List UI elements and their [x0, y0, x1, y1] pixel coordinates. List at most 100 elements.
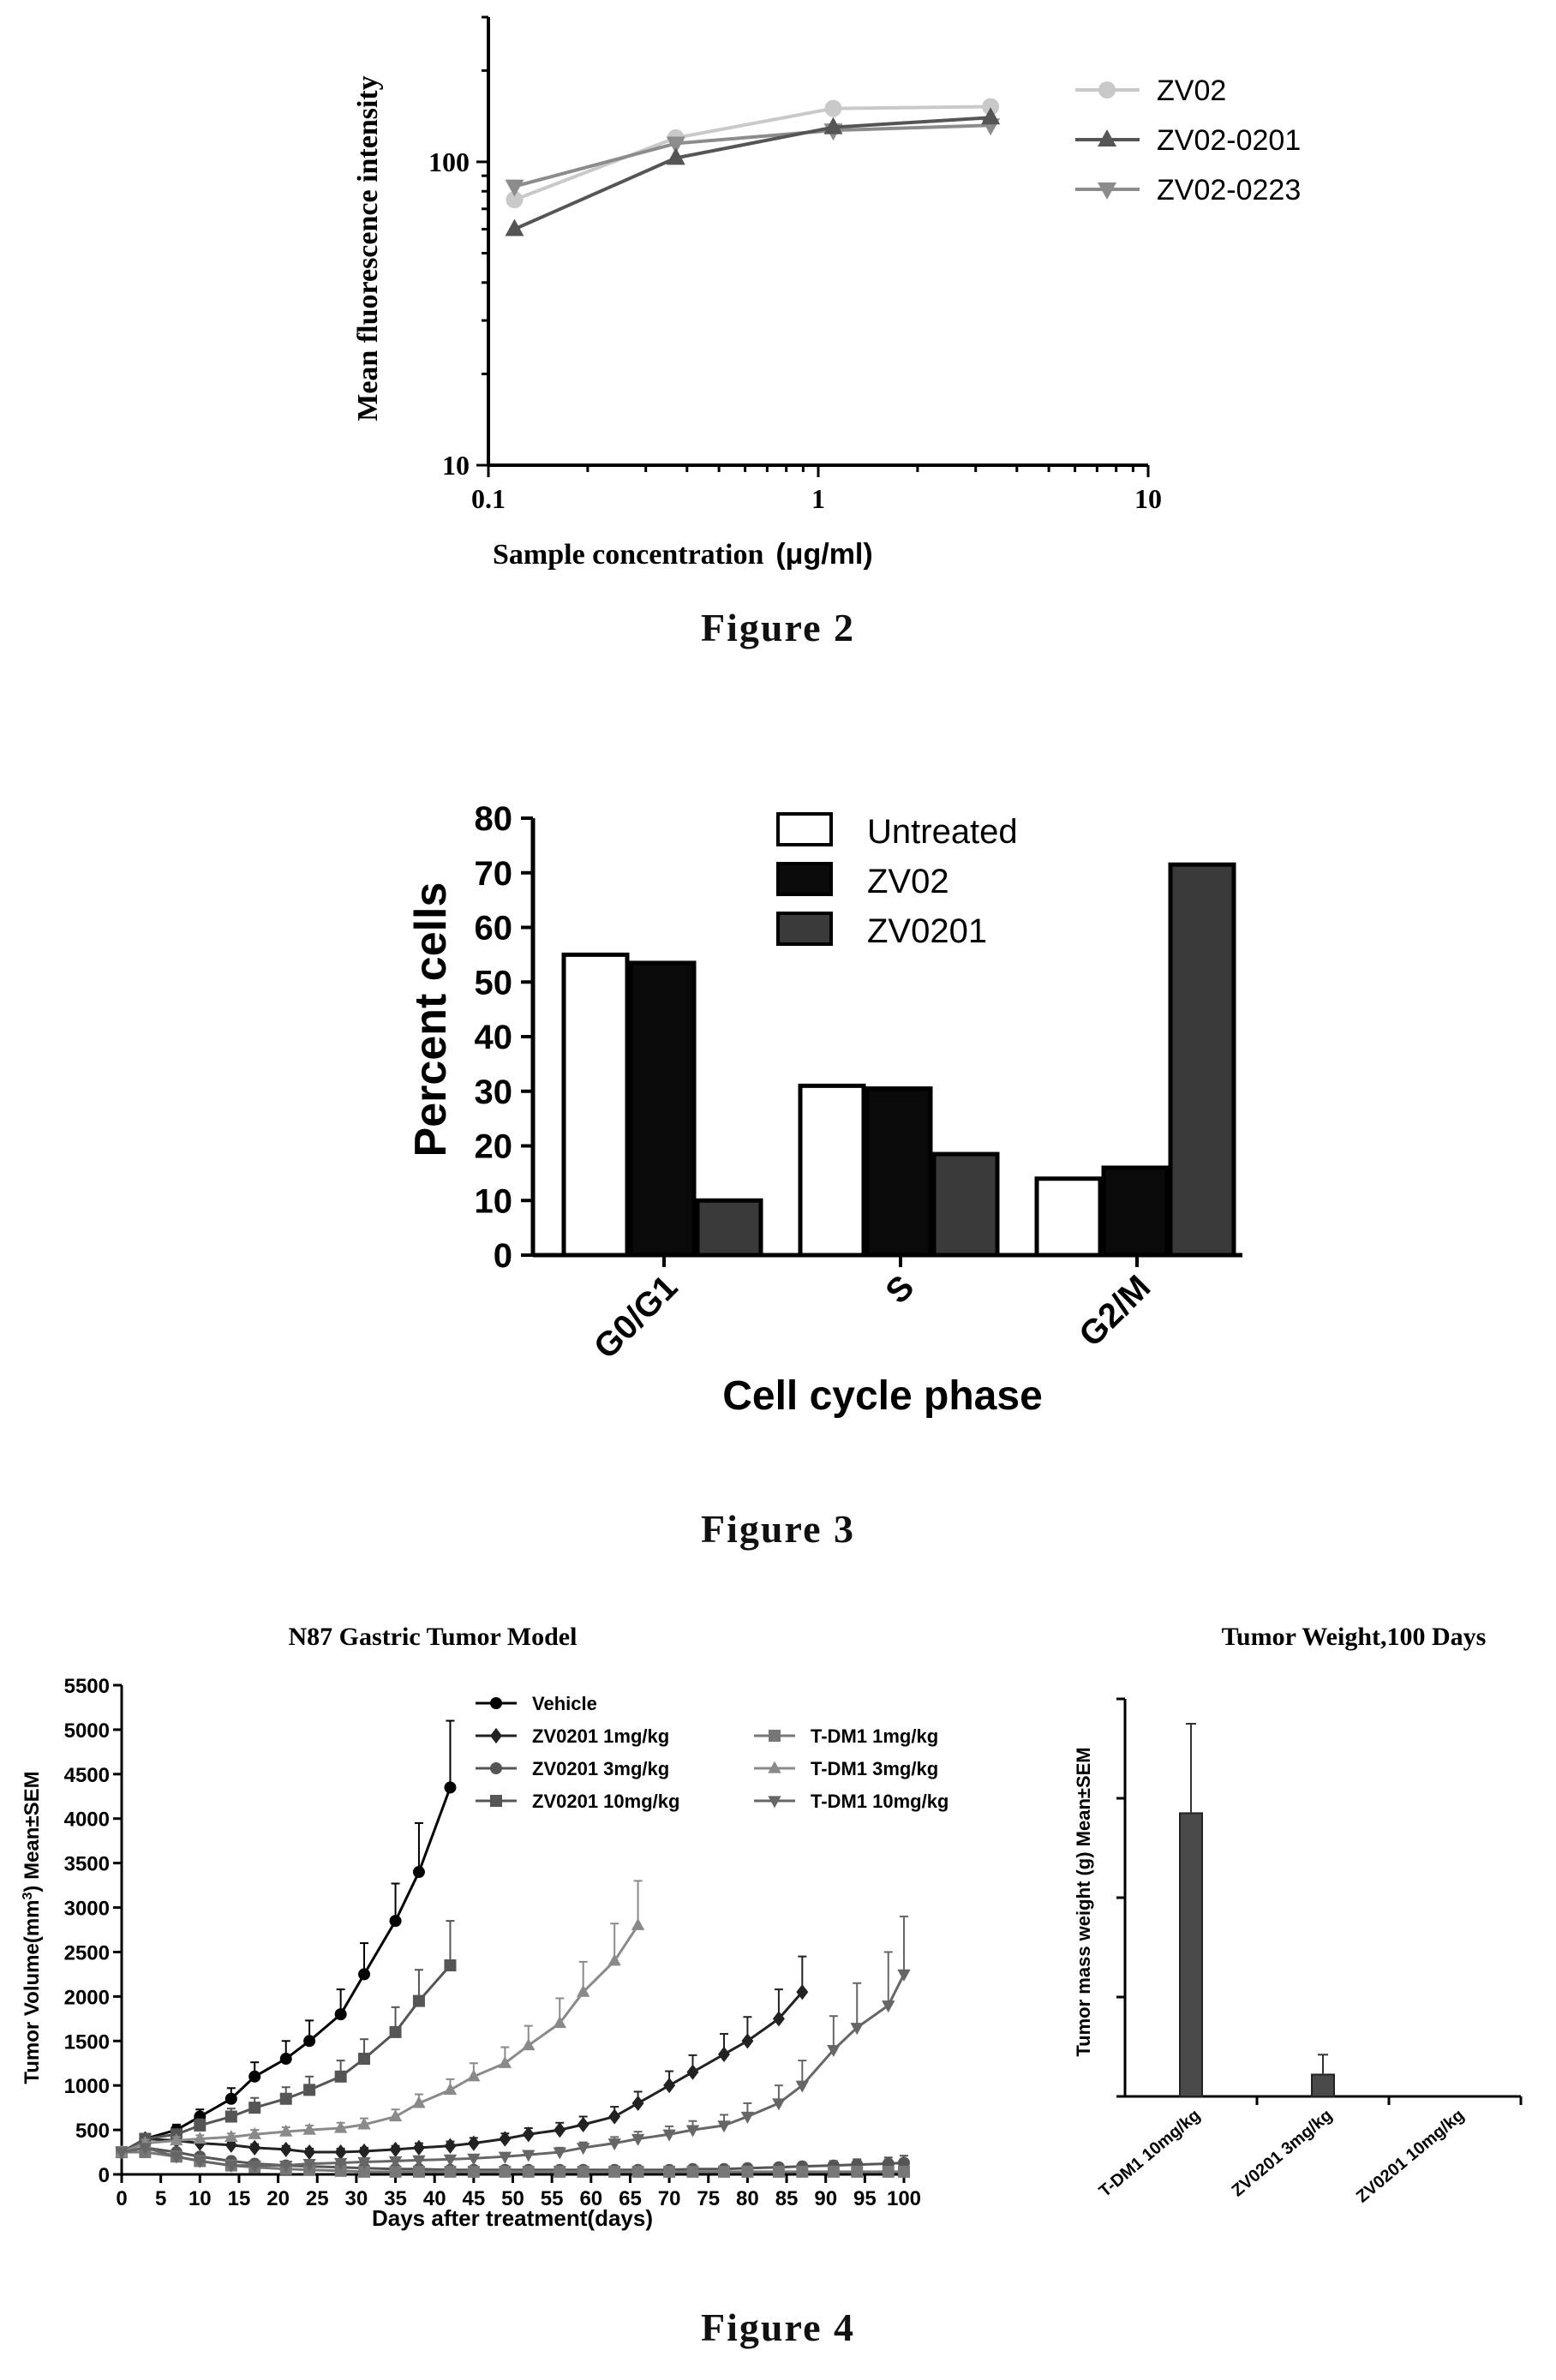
- fig2-legend-marker: [1098, 81, 1116, 99]
- fig4a-x-tick-label: 10: [189, 2187, 212, 2210]
- fig4a-point-1: [554, 2121, 566, 2138]
- fig4b-bar-0: [1179, 1812, 1203, 2097]
- fig4a-point-1: [741, 2033, 754, 2049]
- fig4a-point-1: [631, 2095, 644, 2112]
- fig4a-y-tick-label: 4000: [64, 1809, 110, 1832]
- fig4a-point-1: [248, 2139, 261, 2156]
- fig4a-point-6: [412, 2155, 426, 2168]
- fig2-point-1: [666, 147, 685, 165]
- fig4a-point-4: [467, 2165, 480, 2178]
- fig4a-y-tick-label: 3500: [64, 1853, 110, 1876]
- fig4a-legend-marker: [490, 1697, 502, 1709]
- fig4a-y-tick-label: 2000: [64, 1986, 110, 2009]
- fig4a-point-5: [279, 2124, 293, 2137]
- figure-3-caption: Figure 3: [701, 1507, 855, 1551]
- fig3-bar-0-0: [561, 952, 630, 1258]
- fig4b-x-tick-label: ZV0201 10mg/kg: [1353, 2106, 1468, 2207]
- fig4a-x-tick-label: 85: [775, 2187, 799, 2210]
- fig4a-point-4: [772, 2165, 785, 2178]
- fig4a-x-tick-label: 25: [306, 2187, 329, 2210]
- fig3-legend-swatch: [776, 812, 833, 846]
- fig4a-point-4: [608, 2165, 621, 2178]
- fig4a-point-5: [467, 2069, 481, 2082]
- fig4a-legend-label: ZV0201 10mg/kg: [532, 1791, 679, 1812]
- fig4a-x-axis-label: Days after treatment(days): [372, 2205, 653, 2231]
- fig4b-y-axis-label: Tumor mass weight (g) Mean±SEM: [1073, 1747, 1094, 2056]
- fig4a-x-tick-label: 55: [541, 2187, 564, 2210]
- fig4a-y-tick-label: 2500: [64, 1941, 110, 1964]
- fig4a-point-4: [412, 2165, 425, 2178]
- fig4a-point-6: [224, 2161, 238, 2174]
- fig4a-point-5: [412, 2096, 426, 2108]
- fig4a-point-4: [827, 2165, 840, 2178]
- fig4a-point-3: [303, 2084, 316, 2096]
- fig4a-point-6: [138, 2143, 153, 2156]
- fig4a-y-tick-label: 5500: [64, 1675, 110, 1698]
- fig3-bar-2-2: [1168, 862, 1236, 1258]
- fig4a-point-4: [554, 2165, 566, 2178]
- fig3-bar-2-1: [931, 1151, 1000, 1258]
- fig4a-title: N87 Gastric Tumor Model: [289, 1623, 578, 1651]
- fig4a-point-4: [663, 2165, 676, 2178]
- fig4a-point-5: [170, 2133, 183, 2146]
- fig3-y-tick-label: 20: [475, 1128, 513, 1166]
- fig4a-y-tick-label: 1500: [64, 2030, 110, 2054]
- fig4a-legend-label: T-DM1 3mg/kg: [811, 1758, 938, 1779]
- fig4a-point-4: [796, 2165, 809, 2178]
- fig4a-legend-marker: [768, 1796, 781, 1809]
- fig4a-point-1: [686, 2064, 699, 2080]
- fig4a-point-4: [499, 2165, 512, 2178]
- fig3-y-tick-label: 50: [475, 964, 513, 1002]
- fig2-point-0: [506, 191, 524, 209]
- fig4a-y-axis-label-tail: ) Mean±SEM: [21, 1771, 44, 1892]
- fig4b-bar-1: [1311, 2073, 1335, 2097]
- fig2-x-tick-label: 10: [1134, 483, 1162, 514]
- fig2-series-line-1: [513, 116, 991, 231]
- fig2-x-tick-label: 1: [811, 483, 825, 514]
- fig3-y-axis-label: Percent cells: [406, 882, 456, 1157]
- fig4a-y-tick-label: 3000: [64, 1898, 110, 1921]
- fig4a-point-4: [577, 2165, 589, 2178]
- fig4a-point-4: [389, 2165, 402, 2178]
- fig4a-point-6: [170, 2151, 183, 2164]
- fig2-point-1: [505, 218, 524, 236]
- fig4a-point-1: [796, 1984, 809, 2000]
- fig3-bar-1-1: [865, 1086, 933, 1258]
- fig4a-point-1: [772, 2011, 785, 2027]
- fig4a-x-tick-label: 90: [814, 2187, 837, 2210]
- fig4a-point-5: [553, 2016, 566, 2029]
- fig2-point-2: [666, 136, 685, 154]
- fig3-legend: Untreated ZV02 ZV0201: [776, 812, 1018, 950]
- fig4a-point-6: [685, 2125, 700, 2138]
- fig4a-point-1: [334, 2144, 347, 2161]
- fig4a-y-axis-label-sup: 3: [21, 1892, 35, 1899]
- fig2-legend-label: ZV02-0223: [1157, 174, 1301, 206]
- fig3-bar-0-2: [1034, 1176, 1103, 1258]
- fig3-y-tick-label: 10: [475, 1182, 513, 1220]
- fig2-point-0: [982, 98, 1000, 116]
- fig2-y-tick-label: 100: [428, 147, 470, 177]
- fig4a-point-3: [444, 1959, 457, 1972]
- fig4a-legend-marker: [769, 1730, 781, 1742]
- fig4a-point-0: [224, 2092, 237, 2105]
- fig4a-point-6: [248, 2161, 261, 2174]
- fig4a-y-tick-label: 0: [99, 2164, 110, 2187]
- fig4a-point-3: [248, 2102, 261, 2114]
- fig3-y-tick-label: 80: [475, 800, 513, 838]
- fig4a-point-5: [357, 2117, 371, 2130]
- fig2-x-axis-label-unit: (μg/ml): [775, 538, 872, 571]
- fig3-legend-swatch: [776, 862, 833, 896]
- fig4a-point-0: [248, 2070, 261, 2083]
- fig4a-point-3: [358, 2053, 371, 2066]
- fig3-bar-1-2: [1101, 1165, 1170, 1258]
- fig2-y-tick-label: 10: [442, 450, 470, 481]
- fig3-bar-0-1: [798, 1083, 866, 1258]
- fig3-bars: [561, 862, 1236, 1258]
- fig4a-point-0: [412, 1866, 425, 1879]
- fig4a-point-0: [334, 2008, 347, 2021]
- fig4a-point-6: [193, 2156, 206, 2168]
- fig4a-point-6: [115, 2147, 129, 2160]
- fig3-y-tick-label: 30: [475, 1073, 513, 1111]
- fig4a-point-1: [467, 2135, 480, 2151]
